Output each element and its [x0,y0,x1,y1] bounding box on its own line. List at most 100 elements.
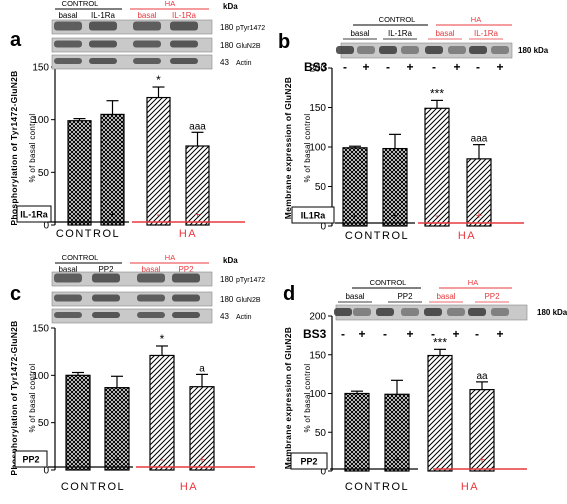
blot-band [353,308,371,316]
blot-band [54,40,82,48]
blot-band [447,308,465,316]
bar [104,387,130,471]
treatment-sign: - [438,454,442,466]
blot-band [376,308,394,316]
blot-lane-label: basal [58,11,77,20]
blot-band [133,21,161,31]
blot-band [137,312,165,318]
y-axis-label: Phosphorylation of Tyr1472-GluN2B [9,320,19,475]
blot-lane-label: basal [137,11,156,20]
significance-label: *** [430,86,444,100]
y-tick-label: 150 [309,350,326,361]
blot-band [425,46,443,54]
blot-band [172,273,200,283]
group-label-control: CONTROL [345,230,409,242]
y-axis-sublabel: % of basal control [303,364,312,433]
blot-lane-label: basal [141,265,160,274]
treatment-label-box [291,206,335,224]
bs3-sign: + [452,327,459,341]
blot-row-name: Actin [236,60,252,67]
y-axis-label: Membrane expression of GluN2B [283,77,293,219]
blot-lane-label: PP2 [397,292,413,301]
significance-label: *** [433,335,447,349]
blot-row-kda: 180 [220,23,234,32]
bar [149,354,175,471]
bs3-sign: + [358,327,365,341]
treatment-sign: - [76,454,80,466]
y-axis-sublabel: % of basal control [28,364,37,433]
y-tick-label: 50 [315,428,327,439]
significance-label: * [156,73,161,87]
blot-lane-label: basal [436,292,455,301]
blot-band [89,58,117,64]
blot-lane-label: IL-1Ra [474,29,499,38]
bs3-sign: - [476,60,480,74]
blot-band [170,40,198,48]
treatment-label: PP2 [300,457,317,467]
treatment-label: IL1Ra [301,211,327,221]
blot-band [92,273,120,283]
group-label-ha: HA [458,230,476,242]
blot-band [133,40,161,48]
blot-row-kda: 43 [220,312,229,321]
treatment-sign: - [435,210,439,222]
bs3-sign: - [432,60,436,74]
y-tick-label: 150 [309,103,326,114]
blot-strip [51,291,213,307]
treatment-sign: + [194,209,200,221]
panel-letter: b [278,31,290,53]
y-tick-label: 100 [32,371,49,382]
bs3-label: BS3 [303,327,327,341]
panel-letter: a [10,29,22,51]
blot-band [133,58,161,64]
blot-group-ha: HA [165,0,175,8]
blot-band [491,46,509,54]
bar [427,354,453,472]
blot-lane-label: IL-1Ra [388,29,413,38]
blot-strip [51,271,213,287]
group-label-ha: HA [180,481,198,493]
blot-band [172,312,200,318]
blot-lane-label: PP2 [98,265,114,274]
blot-row-name: GluN2B [236,297,261,304]
y-axis-sublabel: % of basal control [303,114,312,183]
blot-lane-label: PP2 [178,265,194,274]
y-axis-sublabel: % of basal control [28,114,37,183]
blot-lane-label: basal [435,29,454,38]
group-label-control: CONTROL [61,481,125,493]
bs3-label: BS3 [304,60,328,74]
blot-band [54,273,82,283]
bs3-sign: - [343,60,347,74]
blot-group-ha: HA [165,253,175,262]
y-tick-label: 0 [320,222,326,233]
y-tick-label: 200 [309,312,326,323]
treatment-sign: + [199,454,205,466]
y-tick-label: 0 [43,221,49,232]
panel-letter: d [283,283,295,305]
blot-group-ha: HA [468,278,478,287]
y-tick-label: 0 [43,466,49,477]
blot-lane-label: PP2 [484,292,500,301]
significance-label: aaa [189,121,206,132]
blot-row-name: pTyr1472 [236,25,265,32]
blot-band [448,46,466,54]
blot-row-kda: 180 [220,41,234,50]
blot-band [92,294,120,302]
bar [382,147,408,227]
blot-group-ha: HA [471,15,481,24]
bs3-sign: + [406,60,413,74]
kda-label: kDa [223,2,238,11]
y-tick-label: 50 [315,182,327,193]
blot-band [172,294,200,302]
blot-lane-label: basal [58,265,77,274]
blot-lane-label: basal [345,292,364,301]
blot-row-kda: 43 [220,58,229,67]
blot-lane-label: IL-1Ra [172,11,197,20]
blot-lane-label: basal [350,29,369,38]
blot-band [89,21,117,31]
panel-letter: c [10,283,21,305]
treatment-sign: - [355,454,359,466]
blot-band [334,308,352,316]
treatment-sign: - [78,209,82,221]
blot-band [54,58,82,64]
